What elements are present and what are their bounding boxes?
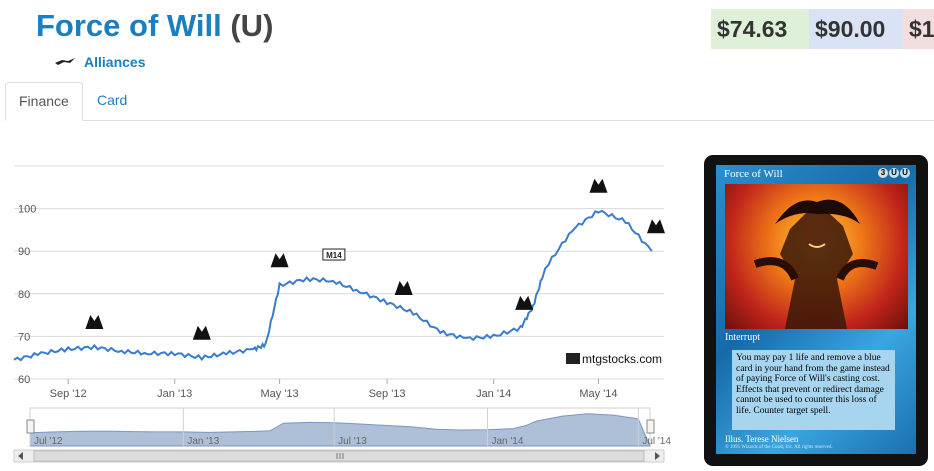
mana-cost: 3 U U <box>878 168 910 178</box>
dragons-maze-set-icon <box>270 253 289 268</box>
card-artwork <box>725 184 908 329</box>
card-image: Force of Will 3 U U Interrupt You may pa… <box>704 155 928 466</box>
navigator-label: Jan '13 <box>187 436 219 447</box>
price-series-line[interactable] <box>13 209 653 362</box>
navigator-right-handle[interactable] <box>646 419 655 434</box>
y-tick-label: 60 <box>18 374 30 386</box>
navigator-label: Jul '14 <box>642 436 671 447</box>
blue-mana-icon: U <box>889 168 899 178</box>
x-tick-label: Sep '13 <box>369 388 406 400</box>
card-image-name: Force of Will <box>724 168 783 180</box>
x-tick-label: May '13 <box>260 388 298 400</box>
scroll-right-icon[interactable] <box>655 452 660 460</box>
navigator-label: Jul '13 <box>338 436 367 447</box>
x-tick-label: Jan '13 <box>157 388 192 400</box>
y-tick-label: 70 <box>18 331 30 343</box>
price-avg-badge: $90.00 <box>809 9 907 49</box>
card-rules-text: You may pay 1 life and remove a blue car… <box>732 350 895 430</box>
x-tick-label: May '14 <box>579 388 617 400</box>
x-tick-label: Jan '14 <box>476 388 511 400</box>
card-frame: Force of Will 3 U U Interrupt You may pa… <box>716 165 916 454</box>
card-type-line: Interrupt <box>725 332 760 343</box>
alliances-set-icon <box>55 58 75 65</box>
generic-mana-symbol: 3 <box>878 168 888 178</box>
price-high-badge: $1 <box>903 9 934 49</box>
card-title: Force of Will (U) <box>36 8 273 44</box>
card-name: Force of Will <box>36 8 222 43</box>
card-copyright: © 1995 Wizards of the Coast, Inc. All ri… <box>725 445 833 450</box>
navigator-label: Jul '12 <box>34 436 63 447</box>
set-flag-label: M14 <box>326 251 342 260</box>
scrollbar-thumb[interactable] <box>33 450 645 462</box>
m15-set-icon <box>647 219 665 234</box>
tab-finance[interactable]: Finance <box>5 82 83 121</box>
price-low-badge: $74.63 <box>711 9 809 49</box>
mtgstocks-logo-icon <box>566 353 580 364</box>
return-to-ravnica-set-icon <box>85 315 104 330</box>
price-chart[interactable]: 60 70 80 90 100 Sep '12 Jan '13 May '13 Sep '13 J… <box>0 150 680 468</box>
m14-set-icon <box>322 248 346 261</box>
scroll-left-icon[interactable] <box>18 452 23 460</box>
theros-set-icon <box>394 280 413 295</box>
navigator-area <box>29 413 651 447</box>
blue-mana-icon: U <box>900 168 910 178</box>
gatecrash-set-icon <box>192 325 211 340</box>
y-tick-label: 90 <box>18 246 30 258</box>
navigator-left-handle[interactable] <box>26 419 35 434</box>
navigator-label: Jan '14 <box>492 436 524 447</box>
x-tick-label: Sep '12 <box>50 388 87 400</box>
y-tick-label: 80 <box>18 289 30 301</box>
journey-into-nyx-set-icon <box>589 178 608 193</box>
set-link[interactable]: Alliances <box>54 54 145 70</box>
rarity-label: (U) <box>230 8 274 43</box>
demon-figure-illustration <box>753 199 879 329</box>
tab-card[interactable]: Card <box>97 92 128 108</box>
watermark-text: mtgstocks.com <box>582 352 662 366</box>
tab-bar: Finance Card <box>5 82 934 121</box>
born-of-the-gods-set-icon <box>515 295 534 310</box>
card-illustrator: Illus. Terese Nielsen <box>725 434 799 444</box>
set-name[interactable]: Alliances <box>84 54 146 70</box>
y-tick-label: 100 <box>18 204 36 216</box>
